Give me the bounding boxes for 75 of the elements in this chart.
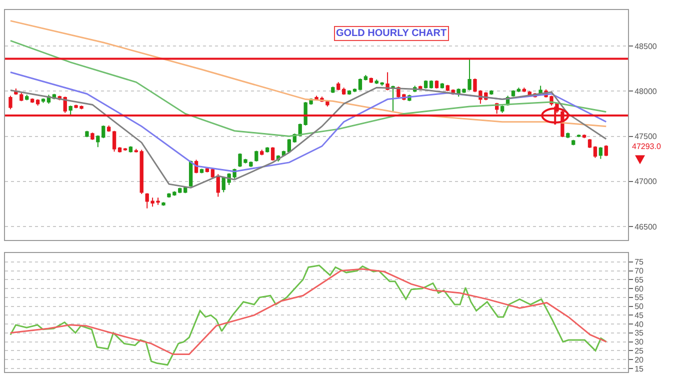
candlestick [440, 82, 444, 89]
candlestick [140, 149, 144, 194]
candlestick [446, 84, 450, 92]
line-series [10, 20, 607, 128]
candlestick [68, 105, 72, 116]
candlestick [270, 146, 275, 162]
y-tick-label: 55 [634, 293, 644, 302]
y-tick-label: 25 [634, 346, 644, 356]
line-series [10, 86, 607, 188]
candlestick [326, 100, 330, 108]
candlestick [112, 130, 116, 152]
candlestick [96, 134, 100, 148]
y-tick-label: 47500 [634, 132, 658, 142]
candlestick [369, 77, 373, 84]
candlestick [90, 132, 94, 140]
y-tick-label: 45 [634, 310, 644, 320]
candlestick [123, 148, 128, 152]
candlestick [331, 86, 335, 94]
y-tick-label: 65 [634, 275, 644, 284]
candlestick [566, 132, 570, 139]
candlestick [41, 98, 46, 104]
y-tick-label: 70 [634, 266, 644, 276]
candlestick [511, 90, 516, 98]
y-tick-label: 60 [634, 284, 644, 294]
y-tick-label: 20 [634, 355, 644, 364]
y-tick-label: 48500 [634, 42, 658, 51]
line-series [10, 40, 607, 138]
y-tick-label: 47000 [634, 177, 658, 186]
candlestick [336, 82, 340, 91]
y-tick-label: 46500 [634, 222, 658, 232]
candlestick [490, 90, 494, 96]
candlestick [516, 87, 521, 93]
candlestick [85, 130, 89, 138]
y-tick-label: 40 [634, 320, 644, 329]
candlestick [128, 146, 133, 154]
candlestick [260, 149, 264, 156]
candlestick [347, 90, 352, 96]
candlestick [434, 80, 439, 89]
candlestick [522, 87, 526, 93]
candlestick [588, 138, 592, 148]
candlestick [254, 150, 258, 162]
y-tick-label: 75 [634, 258, 644, 267]
y-tick-label: 35 [634, 328, 644, 338]
y-tick-label: 30 [634, 338, 644, 347]
candlestick [118, 146, 122, 154]
candlestick [598, 146, 603, 160]
candlestick [36, 98, 40, 106]
y-tick-label: 15 [634, 364, 644, 374]
line-series [10, 71, 607, 172]
candlestick [538, 85, 542, 94]
y-tick-label: 50 [634, 302, 644, 312]
candlestick [30, 98, 34, 104]
candlestick [342, 87, 346, 96]
candlestick [106, 124, 111, 132]
text: GOLD HOURLY CHART [336, 28, 447, 39]
candlestick [364, 74, 368, 81]
text: 47293.0 [632, 142, 662, 151]
candlestick [500, 105, 504, 114]
y-tick-label: 48000 [634, 86, 658, 96]
candlestick [572, 139, 576, 146]
candlestick [200, 168, 204, 174]
candlestick [20, 92, 24, 102]
candlestick [358, 78, 362, 91]
candlestick [593, 146, 598, 158]
candlestick [102, 124, 106, 139]
candlestick [391, 85, 395, 112]
candlestick [8, 95, 12, 110]
candlestick [162, 202, 166, 206]
candlestick [134, 148, 138, 154]
candlestick [576, 134, 581, 138]
candlestick [429, 80, 434, 89]
candlestick [25, 94, 29, 101]
candlestick [604, 144, 608, 157]
candlestick [265, 146, 270, 154]
candlestick [424, 80, 428, 89]
